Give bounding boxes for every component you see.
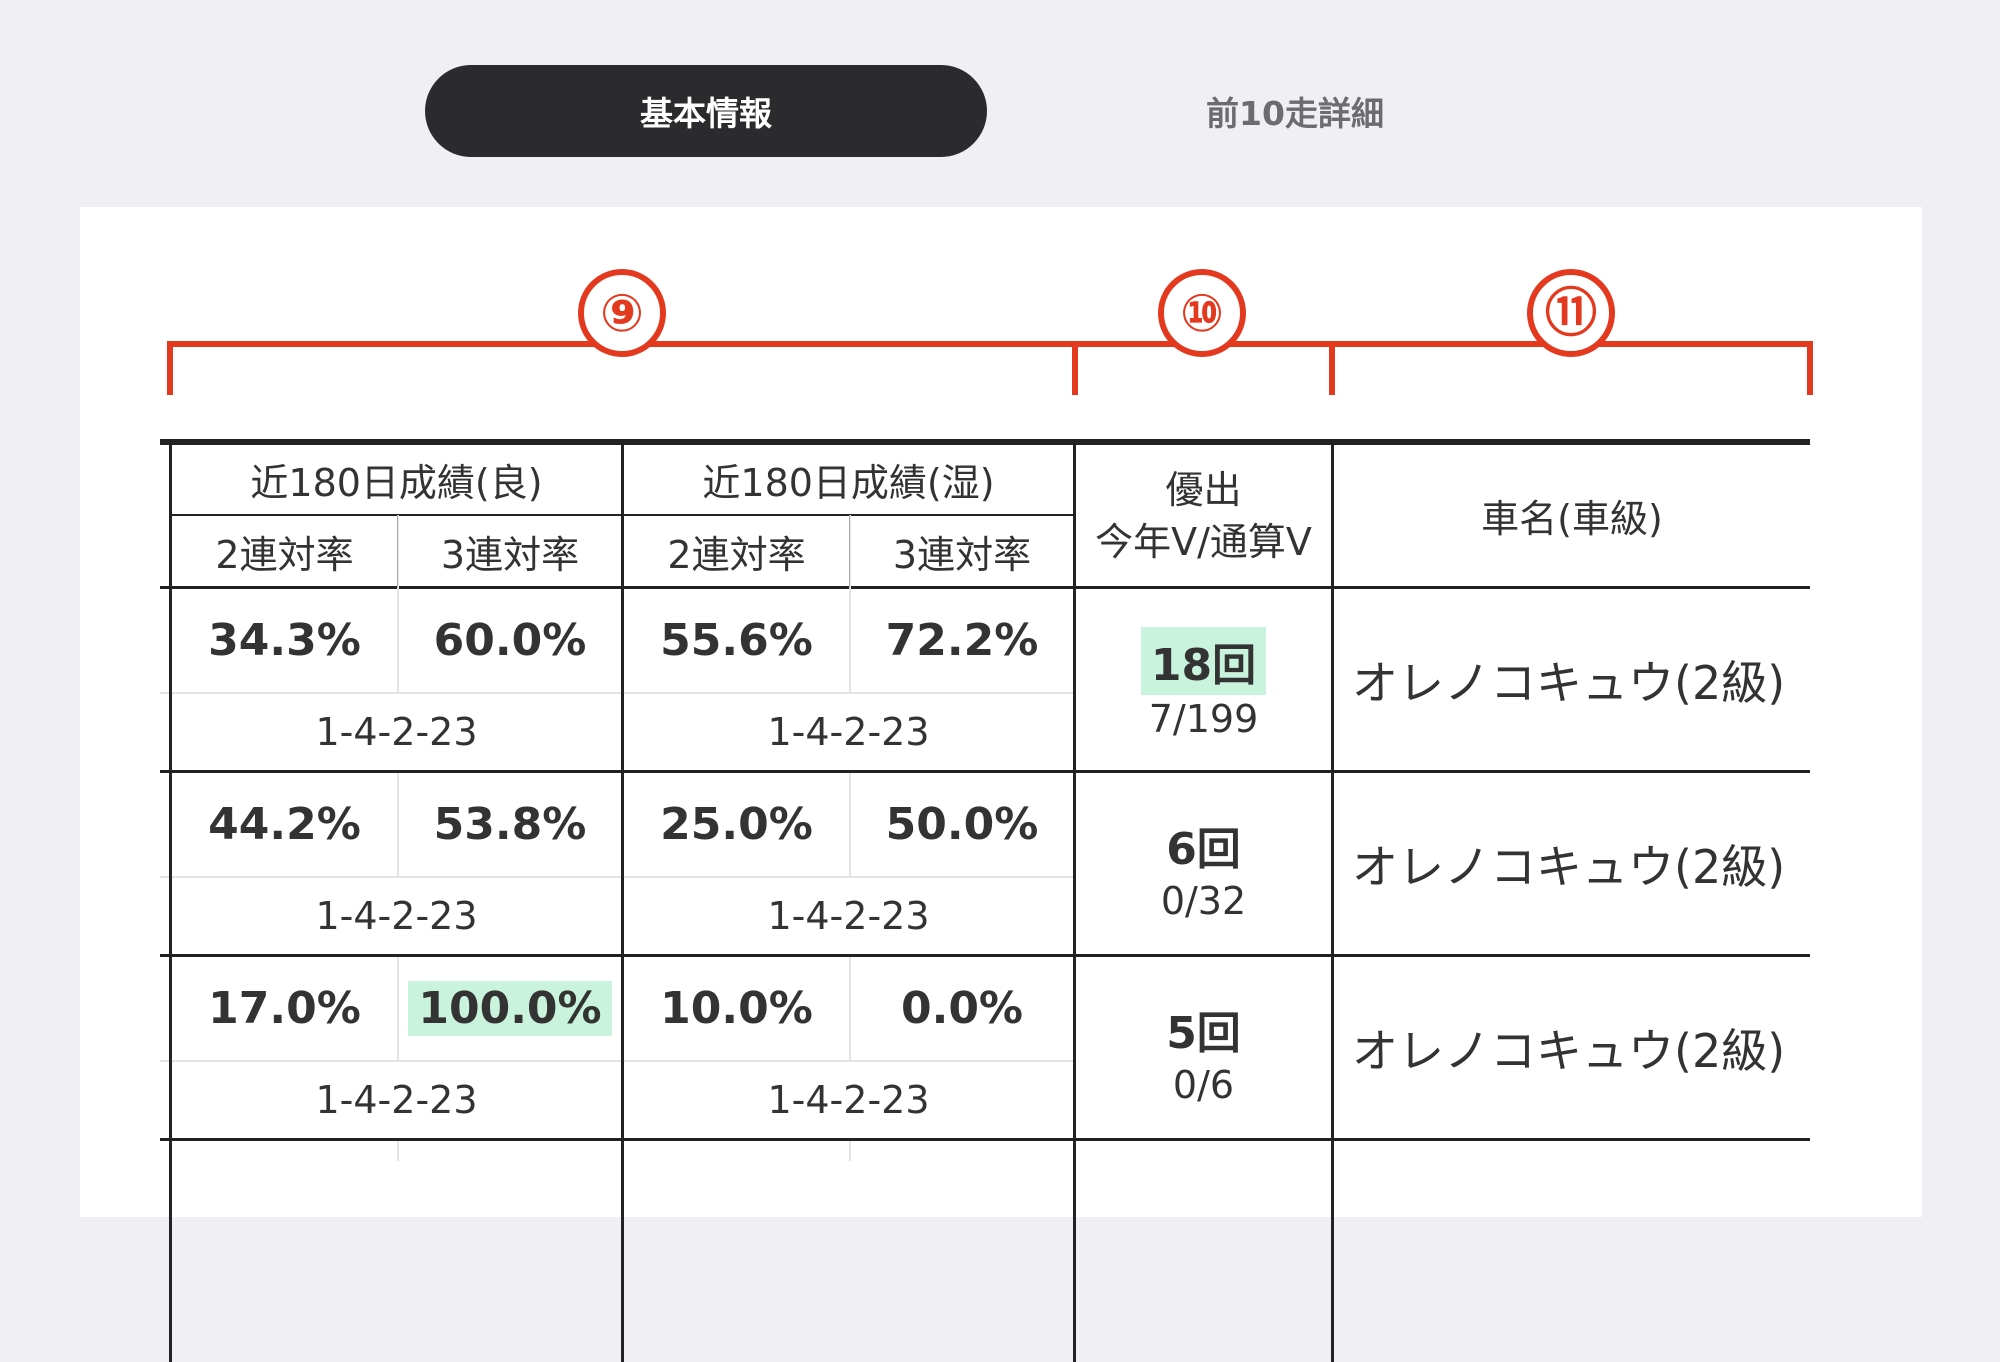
row3-good-record: 1-4-2-23 xyxy=(315,1078,478,1122)
row3-good-rate3: 100.0% xyxy=(399,957,621,1060)
row3-wet-rate2: 10.0% xyxy=(660,983,813,1034)
row2-car-name: オレノコキュウ(2級) xyxy=(1352,839,1786,894)
header-good-track: 近180日成績(良) xyxy=(250,461,543,505)
row1-car-name: オレノコキュウ(2級) xyxy=(1352,655,1786,710)
row1-v-ratio: 7/199 xyxy=(1148,696,1259,741)
row1-wet-rate3: 72.2% xyxy=(885,615,1039,666)
row2-good-rate2: 44.2% xyxy=(208,799,361,850)
row3-good-rate2: 17.0% xyxy=(208,983,361,1034)
row3-wet-rate3: 0.0% xyxy=(900,983,1024,1034)
svg-text:⑨: ⑨ xyxy=(600,284,644,344)
row3-wins: 5回 0/6 xyxy=(1076,957,1331,1138)
annotation-9: ⑨ xyxy=(578,269,666,357)
header-wins-line1: 優出 xyxy=(1165,467,1242,512)
svg-text:⑩: ⑩ xyxy=(1180,284,1224,344)
row1-good-rate2: 34.3% xyxy=(208,615,361,666)
row1-wins: 18回 7/199 xyxy=(1076,589,1331,770)
row1-wet-record: 1-4-2-23 xyxy=(767,710,930,754)
header-good-rate2: 2連対率 xyxy=(215,532,354,577)
annotation-10: ⑩ xyxy=(1158,269,1246,357)
row3-good-rate3-value: 100.0% xyxy=(408,981,612,1036)
header-wins: 優出 今年V/通算V xyxy=(1076,445,1331,586)
annotation-brackets: ⑨ ⑩ ⑪ xyxy=(167,269,1813,395)
row2-wet-rate3: 50.0% xyxy=(885,799,1039,850)
row3-car-name: オレノコキュウ(2級) xyxy=(1352,1023,1786,1078)
row2-wet-record: 1-4-2-23 xyxy=(767,894,930,938)
row1-wins-count: 18回 xyxy=(1140,626,1267,695)
row2-wins-count: 6回 xyxy=(1166,823,1241,875)
header-car-name: 車名(車級) xyxy=(1481,497,1663,541)
tab-last10-details[interactable]: 前10走詳細 xyxy=(1206,94,1384,133)
svg-text:⑪: ⑪ xyxy=(1545,284,1597,344)
annotation-11: ⑪ xyxy=(1527,269,1615,357)
row1-good-rate3: 60.0% xyxy=(433,615,587,666)
header-good-rate3: 3連対率 xyxy=(440,532,580,577)
row3-wins-count: 5回 xyxy=(1166,1007,1241,1059)
tab-basic-info[interactable]: 基本情報 xyxy=(425,65,987,157)
row3-wet-record: 1-4-2-23 xyxy=(767,1078,930,1122)
row3-v-ratio: 0/6 xyxy=(1172,1062,1235,1107)
info-card: ⑨ ⑩ ⑪ xyxy=(80,207,1922,1362)
row1-good-record: 1-4-2-23 xyxy=(315,710,478,754)
row2-wet-rate2: 25.0% xyxy=(660,799,813,850)
header-wet-rate3: 3連対率 xyxy=(892,532,1032,577)
results-table: 近180日成績(良) 近180日成績(湿) 2連対率 3連対率 2連対率 3連対… xyxy=(80,207,1922,1362)
header-wins-line2: 今年V/通算V xyxy=(1095,519,1312,564)
header-wet-track: 近180日成績(湿) xyxy=(702,461,995,505)
row2-wins: 6回 0/32 xyxy=(1076,773,1331,954)
row2-v-ratio: 0/32 xyxy=(1160,878,1247,923)
row2-good-record: 1-4-2-23 xyxy=(315,894,478,938)
header-wet-rate2: 2連対率 xyxy=(667,532,806,577)
row2-good-rate3: 53.8% xyxy=(433,799,587,850)
row1-wet-rate2: 55.6% xyxy=(660,615,813,666)
tab-bar: 基本情報 前10走詳細 xyxy=(425,65,1425,157)
